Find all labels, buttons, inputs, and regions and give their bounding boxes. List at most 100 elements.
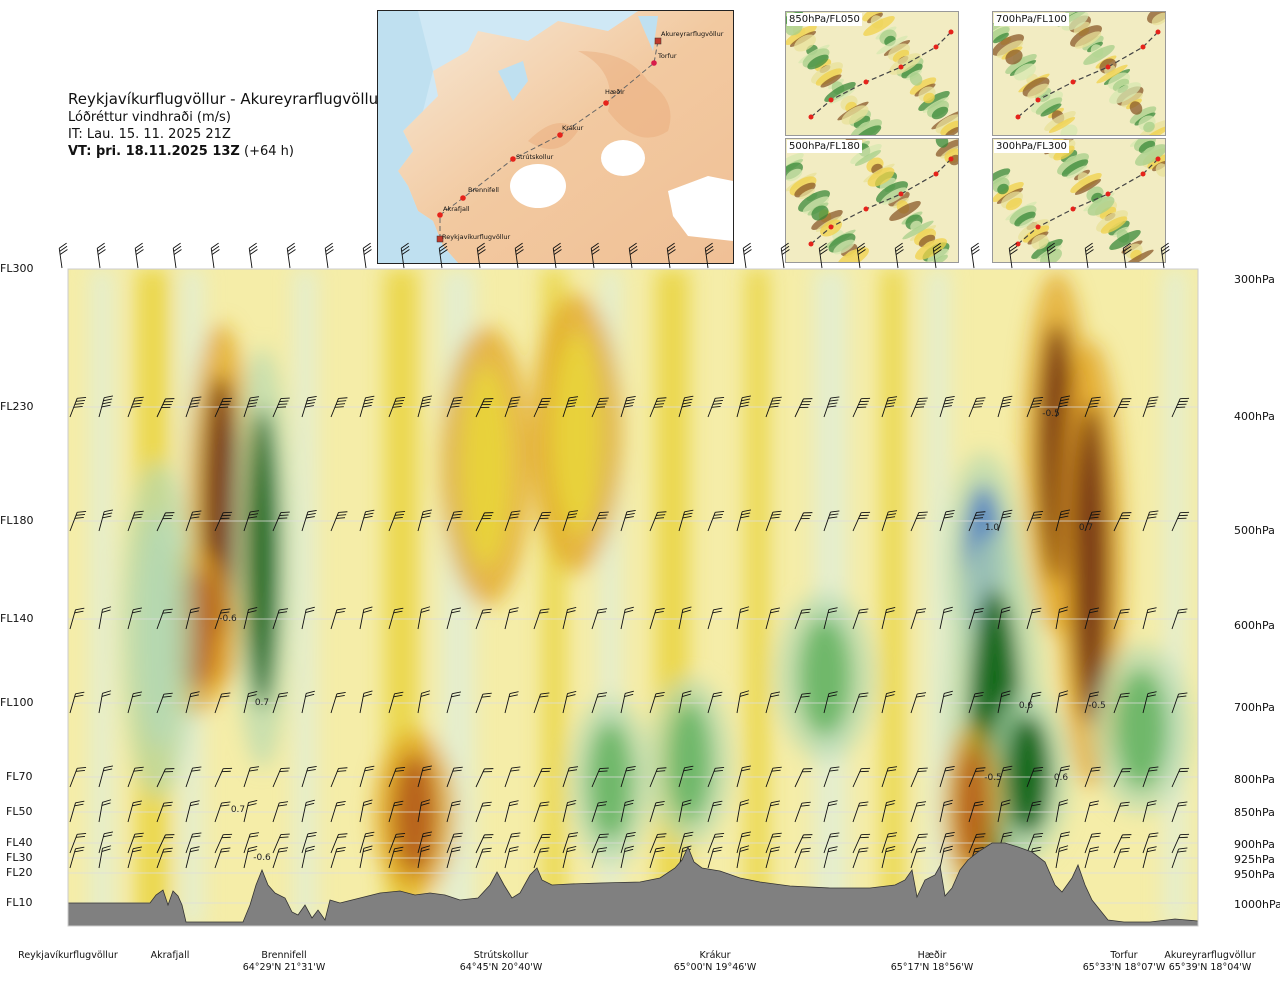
wind-barb [1113, 847, 1130, 869]
field-band [746, 269, 769, 926]
thumbnail-300hpa[interactable]: 300hPa/FL300 [992, 138, 1166, 263]
pressure-level-label: 300hPa [1234, 273, 1275, 286]
wind-barb [156, 512, 175, 532]
wind-barb [562, 766, 579, 788]
wind-barb [794, 398, 813, 418]
wind-barb [127, 766, 144, 788]
thumbnail-label: 500hPa/FL180 [787, 140, 862, 153]
contour-label: 0.7 [255, 698, 269, 708]
thumbnail-field-patch [1087, 196, 1115, 216]
field-blob [667, 701, 712, 822]
contour-label: 0.6 [1019, 701, 1034, 711]
thumbnail-field-patch [1083, 45, 1115, 65]
wind-barb [794, 608, 811, 630]
location-label: Krákur 65°00'N 19°46'W [674, 950, 757, 974]
location-name: Strútskollur [473, 950, 529, 961]
flight-level-label: FL10 [6, 896, 33, 909]
thumbnail-field-patch [1060, 124, 1078, 135]
pressure-level-label: 900hPa [1234, 838, 1275, 851]
wind-barb [736, 831, 752, 854]
wind-barb [330, 767, 348, 788]
wind-barb [1026, 607, 1042, 630]
map-label-reykjavik: Reykjavíkurflugvöllur [442, 233, 511, 241]
field-blob [552, 333, 601, 534]
thumbnail-field-patch [1005, 197, 1023, 211]
thumbnail-field-patch [1031, 234, 1049, 250]
wind-barb [852, 692, 869, 714]
wind-barb [591, 397, 609, 418]
contour-label: -0.5 [1088, 701, 1106, 711]
wind-barb [98, 799, 112, 823]
thumbnail-700hpa[interactable]: 700hPa/FL100 [992, 11, 1166, 136]
wind-barb [968, 397, 986, 418]
thumbnail-field-patch [1014, 63, 1036, 81]
wind-barb [852, 511, 871, 532]
wind-barb [533, 847, 550, 869]
wind-barb [939, 765, 955, 788]
wind-barb [620, 606, 634, 630]
thumbnail-850hpa[interactable]: 850hPa/FL050 [785, 11, 959, 136]
field-blob [799, 616, 852, 737]
wind-barb [997, 690, 1011, 714]
wind-barb [330, 607, 346, 630]
wind-barb [620, 509, 636, 532]
wind-barb [359, 845, 373, 869]
wind-barb [301, 690, 315, 714]
wind-barb [968, 511, 986, 532]
thumbnail-field-patch [909, 72, 923, 86]
wind-barb [856, 242, 866, 269]
thumbnail-field-patch [1109, 82, 1141, 104]
wind-barb [997, 606, 1011, 630]
flight-level-label: FL20 [6, 866, 33, 879]
thumbnail-field-patch [876, 35, 908, 55]
wind-barb [1171, 511, 1190, 532]
wind-barb [1113, 512, 1132, 532]
wind-barb [1142, 396, 1159, 418]
wind-barb [243, 832, 260, 854]
wind-barb [446, 832, 463, 854]
flight-level-label: FL50 [6, 805, 33, 818]
pressure-level-label: 600hPa [1234, 619, 1275, 632]
wind-barb [127, 846, 143, 869]
thumbnail-field-patch [1014, 211, 1036, 227]
wind-barb [185, 396, 202, 418]
wind-barb [475, 608, 492, 630]
wind-barb [562, 845, 577, 869]
wind-barb [910, 767, 928, 788]
thumbnail-500hpa[interactable]: 500hPa/FL180 [785, 138, 959, 263]
thumbnail-field-patch [1122, 249, 1154, 262]
wind-barb [98, 395, 114, 418]
wind-barb [1084, 396, 1101, 418]
wind-barb [417, 845, 431, 869]
wind-barb [243, 799, 258, 823]
wind-barb [765, 800, 781, 823]
wind-barb [243, 766, 260, 788]
wind-barb [794, 847, 811, 869]
wind-barb [272, 608, 289, 630]
wind-barb [649, 800, 665, 823]
wind-barb [881, 845, 896, 869]
flight-level-label: FL30 [6, 851, 33, 864]
wind-barb [997, 395, 1013, 418]
thumbnail-waypoint [1155, 29, 1161, 35]
route-map-graphic: Akureyrarflugvöllur Torfur Hæðir Krákur … [378, 11, 733, 263]
wind-barb [127, 800, 143, 823]
wind-barb [475, 801, 492, 823]
wind-barb [446, 846, 462, 869]
thumbnail-field-patch [862, 12, 884, 22]
wind-barb [69, 691, 85, 714]
thumbnail-field-patch [996, 40, 1024, 58]
thumbnail-field-patch [824, 82, 856, 102]
wind-barb [707, 691, 723, 714]
wind-barb [736, 765, 752, 788]
thumbnail-field-patch [997, 183, 1009, 195]
wind-barb [794, 801, 811, 823]
vertical-wind-field [90, 269, 1191, 926]
thumbnail-waypoint [1140, 171, 1146, 177]
route-title: Reykjavíkurflugvöllur - Akureyrarflugvöl… [68, 90, 385, 108]
wind-barb [881, 396, 898, 418]
wind-barb [794, 768, 813, 788]
wind-barb [765, 846, 781, 869]
wind-barb [1084, 242, 1094, 269]
wind-barb [286, 242, 296, 269]
